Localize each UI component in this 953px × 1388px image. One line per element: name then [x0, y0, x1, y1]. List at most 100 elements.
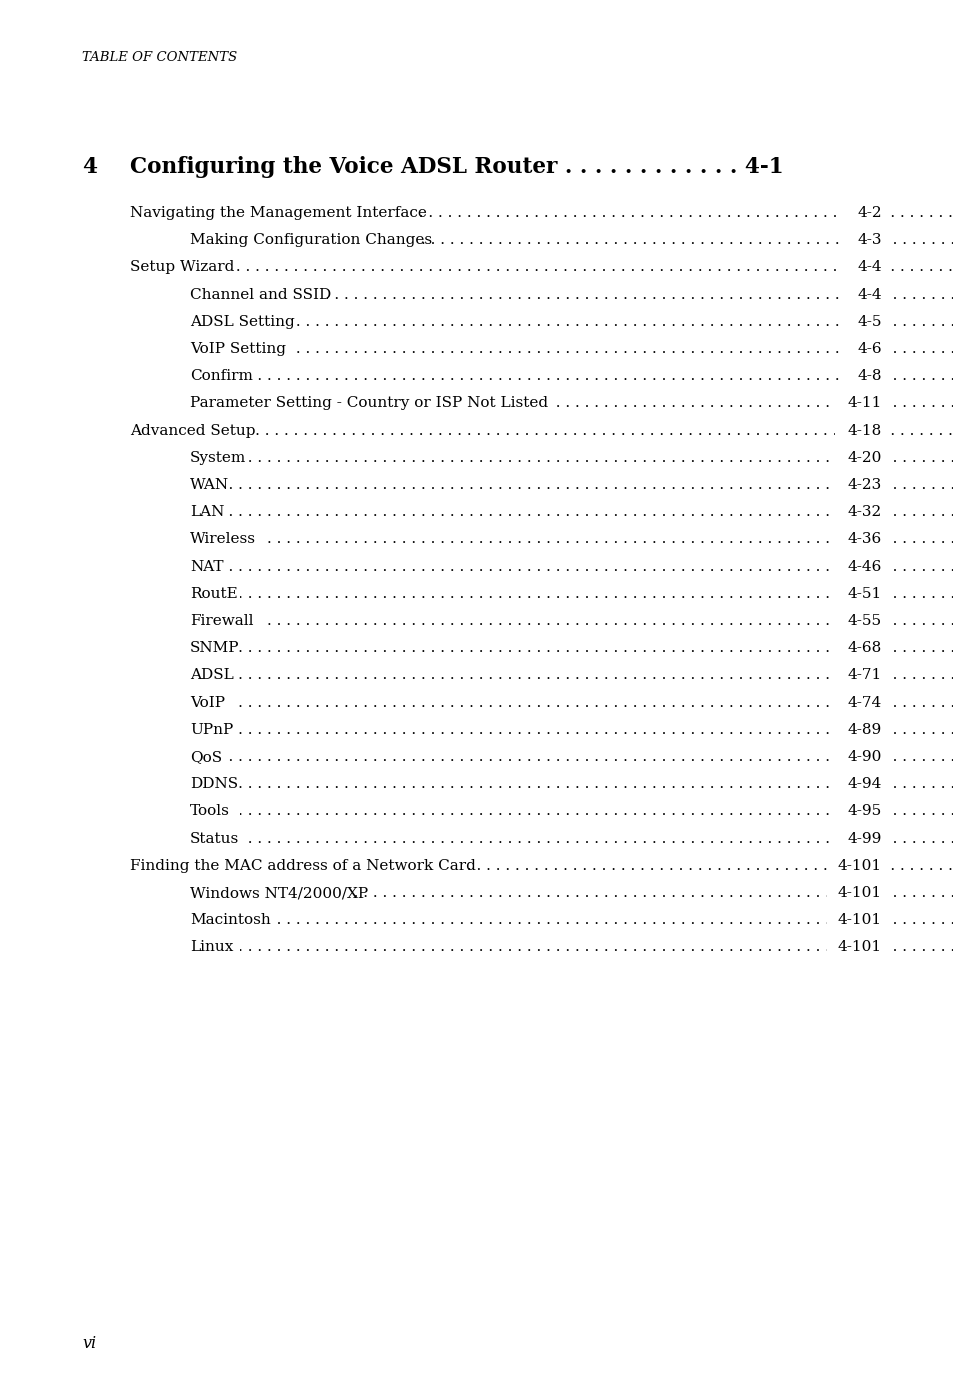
Text: . . . . . . . . . . . . . . . . . . . . . . . . . . . . . . . . . . . . . . . . : . . . . . . . . . . . . . . . . . . . . … — [190, 287, 953, 301]
Text: . . . . . . . . . . . . . . . . . . . . . . . . . . . . . . . . . . . . . . . . : . . . . . . . . . . . . . . . . . . . . … — [190, 669, 953, 683]
Bar — [835, 769, 889, 795]
Text: 4-4: 4-4 — [857, 287, 882, 301]
Text: 4-18: 4-18 — [847, 423, 882, 437]
Text: . . . . . . . . . . . . . . . . . . . . . . . . . . . . . . . . . . . . . . . . : . . . . . . . . . . . . . . . . . . . . … — [190, 723, 953, 737]
Text: . . . . . . . . . . . . . . . . . . . . . . . . . . . . . . . . . . . . . . . . : . . . . . . . . . . . . . . . . . . . . … — [190, 451, 953, 465]
Bar — [842, 225, 889, 251]
Bar — [826, 933, 889, 958]
Text: 4-20: 4-20 — [846, 451, 882, 465]
Text: 4-4: 4-4 — [857, 261, 882, 275]
Text: Confirm: Confirm — [190, 369, 253, 383]
Text: Navigating the Management Interface: Navigating the Management Interface — [130, 205, 426, 221]
Bar — [188, 797, 239, 823]
Bar — [188, 743, 224, 768]
Text: . . . . . . . . . . . . . . . . . . . . . . . . . . . . . . . . . . . . . . . . : . . . . . . . . . . . . . . . . . . . . … — [190, 641, 953, 655]
Text: 4-51: 4-51 — [847, 587, 882, 601]
Bar — [842, 253, 889, 279]
Text: TABLE OF CONTENTS: TABLE OF CONTENTS — [82, 51, 237, 64]
Text: . . . . . . . . . . . . . . . . . . . . . . . . . . . . . . . . . . . . . . . . : . . . . . . . . . . . . . . . . . . . . … — [190, 477, 953, 491]
Text: 4-94: 4-94 — [846, 777, 882, 791]
Text: 4-101: 4-101 — [837, 913, 882, 927]
Text: 4-71: 4-71 — [847, 669, 882, 683]
Text: Finding the MAC address of a Network Card: Finding the MAC address of a Network Car… — [130, 859, 476, 873]
Text: 4-74: 4-74 — [847, 695, 882, 709]
Text: Linux: Linux — [190, 941, 233, 955]
Text: . . . . . . . . . . . . . . . . . . . . . . . . . . . . . . . . . . . . . . . . : . . . . . . . . . . . . . . . . . . . . … — [190, 941, 953, 955]
Text: . . . . . . . . . . . . . . . . . . . . . . . . . . . . . . . . . . . . . . . . : . . . . . . . . . . . . . . . . . . . . … — [190, 886, 953, 899]
Bar — [188, 497, 224, 523]
Text: . . . . . . . . . . . . . . . . . . . . . . . . . . . . . . . . . . . . . . . . : . . . . . . . . . . . . . . . . . . . . … — [190, 559, 953, 573]
Text: 4: 4 — [82, 155, 97, 178]
Text: 4-11: 4-11 — [846, 397, 882, 411]
Text: . . . . . . . . . . . . . . . . . . . . . . . . . . . . . . . . . . . . . . . . : . . . . . . . . . . . . . . . . . . . . … — [130, 423, 953, 437]
Bar — [835, 497, 889, 523]
Bar — [835, 607, 889, 632]
Bar — [835, 715, 889, 741]
Text: Channel and SSID: Channel and SSID — [190, 287, 331, 301]
Bar — [188, 688, 232, 713]
Text: . . . . . . . . . . . . . . . . . . . . . . . . . . . . . . . . . . . . . . . . : . . . . . . . . . . . . . . . . . . . . … — [190, 341, 953, 355]
Text: Tools: Tools — [190, 805, 230, 819]
Text: . . . . . . . . . . . . . . . . . . . . . . . . . . . . . . . . . . . . . . . . : . . . . . . . . . . . . . . . . . . . . … — [190, 695, 953, 709]
Text: . . . . . . . . . . . . . . . . . . . . . . . . . . . . . . . . . . . . . . . . : . . . . . . . . . . . . . . . . . . . . … — [190, 233, 953, 247]
Text: 4-68: 4-68 — [847, 641, 882, 655]
Bar — [188, 579, 239, 605]
Bar — [188, 661, 232, 687]
Text: . . . . . . . . . . . . . . . . . . . . . . . . . . . . . . . . . . . . . . . . : . . . . . . . . . . . . . . . . . . . . … — [130, 205, 953, 221]
Bar — [826, 905, 889, 931]
Text: Windows NT4/2000/XP: Windows NT4/2000/XP — [190, 886, 368, 899]
Text: . . . . . . . . . . . . . . . . . . . . . . . . . . . . . . . . . . . . . . . . : . . . . . . . . . . . . . . . . . . . . … — [190, 533, 953, 547]
Text: 4-46: 4-46 — [846, 559, 882, 573]
Bar — [842, 280, 889, 305]
Bar — [835, 416, 889, 441]
Text: vi: vi — [82, 1335, 96, 1352]
Bar — [835, 389, 889, 415]
Bar — [188, 225, 421, 251]
Text: UPnP: UPnP — [190, 723, 233, 737]
Bar — [188, 823, 247, 849]
Bar — [842, 198, 889, 223]
Text: . . . . . . . . . . . . . . . . . . . . . . . . . . . . . . . . . . . . . . . . : . . . . . . . . . . . . . . . . . . . . … — [190, 805, 953, 819]
Text: Macintosh: Macintosh — [190, 913, 271, 927]
Text: 4-2: 4-2 — [857, 205, 882, 221]
Bar — [826, 879, 889, 904]
Text: . . . . . . . . . . . . . . . . . . . . . . . . . . . . . . . . . . . . . . . . : . . . . . . . . . . . . . . . . . . . . … — [130, 859, 953, 873]
Text: 4-3: 4-3 — [857, 233, 882, 247]
Text: Status: Status — [190, 831, 239, 845]
Text: . . . . . . . . . . . . . . . . . . . . . . . . . . . . . . . . . . . . . . . . : . . . . . . . . . . . . . . . . . . . . … — [190, 369, 953, 383]
Text: 4-89: 4-89 — [847, 723, 882, 737]
Text: 4-90: 4-90 — [846, 750, 882, 763]
Bar — [188, 552, 224, 577]
Text: . . . . . . . . . . . . . . . . . . . . . . . . . . . . . . . . . . . . . . . . : . . . . . . . . . . . . . . . . . . . . … — [190, 587, 953, 601]
Text: . . . . . . . . . . . . . . . . . . . . . . . . . . . . . . . . . . . . . . . . : . . . . . . . . . . . . . . . . . . . . … — [190, 397, 953, 411]
Text: Making Configuration Changes: Making Configuration Changes — [190, 233, 432, 247]
Text: 4-36: 4-36 — [847, 533, 882, 547]
Text: . . . . . . . . . . . . . . . . . . . . . . . . . . . . . . . . . . . . . . . . : . . . . . . . . . . . . . . . . . . . . … — [190, 613, 953, 627]
Text: WAN: WAN — [190, 477, 229, 491]
Bar — [188, 933, 239, 958]
Bar — [188, 879, 350, 904]
Text: . . . . . . . . . . . . . . . . . . . . . . . . . . . . . . . . . . . . . . . . : . . . . . . . . . . . . . . . . . . . . … — [190, 505, 953, 519]
Bar — [188, 905, 271, 931]
Bar — [188, 307, 294, 333]
Text: Wireless: Wireless — [190, 533, 255, 547]
Text: ADSL Setting: ADSL Setting — [190, 315, 294, 329]
Text: 4-6: 4-6 — [857, 341, 882, 355]
Text: Advanced Setup: Advanced Setup — [130, 423, 255, 437]
Bar — [842, 361, 889, 387]
Text: . . . . . . . . . . . . . . . . . . . . . . . . . . . . . . . . . . . . . . . . : . . . . . . . . . . . . . . . . . . . . … — [190, 913, 953, 927]
Bar — [188, 607, 263, 632]
Text: 4-101: 4-101 — [837, 859, 882, 873]
Bar — [188, 280, 326, 305]
Text: VoIP: VoIP — [190, 695, 225, 709]
Bar — [826, 851, 889, 877]
Text: NAT: NAT — [190, 559, 223, 573]
Text: 4-99: 4-99 — [846, 831, 882, 845]
Bar — [188, 335, 294, 359]
Bar — [835, 471, 889, 496]
Text: 4-8: 4-8 — [857, 369, 882, 383]
Bar — [188, 715, 232, 741]
Bar — [835, 633, 889, 659]
Bar — [842, 335, 889, 359]
Text: 4-55: 4-55 — [847, 613, 882, 627]
